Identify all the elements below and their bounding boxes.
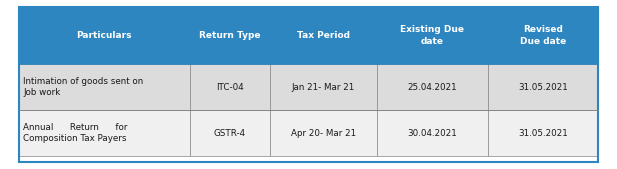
Text: 30.04.2021: 30.04.2021 <box>407 129 457 138</box>
Bar <box>19 7 189 64</box>
Text: Existing Due
date: Existing Due date <box>400 26 465 46</box>
Bar <box>270 64 377 110</box>
Bar <box>270 7 377 64</box>
Bar <box>270 110 377 156</box>
Bar <box>19 110 189 156</box>
Text: Particulars: Particulars <box>77 31 132 40</box>
Text: Jan 21- Mar 21: Jan 21- Mar 21 <box>292 83 355 92</box>
Text: Revised
Due date: Revised Due date <box>520 26 566 46</box>
Text: 31.05.2021: 31.05.2021 <box>518 83 568 92</box>
Text: 25.04.2021: 25.04.2021 <box>407 83 457 92</box>
Bar <box>487 110 598 156</box>
Bar <box>377 110 487 156</box>
Bar <box>19 64 189 110</box>
Text: Annual      Return      for
Composition Tax Payers: Annual Return for Composition Tax Payers <box>23 123 128 143</box>
Text: Tax Period: Tax Period <box>297 31 350 40</box>
Bar <box>487 7 598 64</box>
Bar <box>377 7 487 64</box>
Text: 31.05.2021: 31.05.2021 <box>518 129 568 138</box>
Bar <box>189 110 270 156</box>
Bar <box>487 64 598 110</box>
Text: Return Type: Return Type <box>199 31 260 40</box>
Text: Intimation of goods sent on
Job work: Intimation of goods sent on Job work <box>23 77 144 97</box>
Text: ITC-04: ITC-04 <box>216 83 244 92</box>
Text: GSTR-4: GSTR-4 <box>213 129 246 138</box>
Bar <box>189 64 270 110</box>
Bar <box>189 7 270 64</box>
Text: Apr 20- Mar 21: Apr 20- Mar 21 <box>291 129 356 138</box>
Bar <box>377 64 487 110</box>
